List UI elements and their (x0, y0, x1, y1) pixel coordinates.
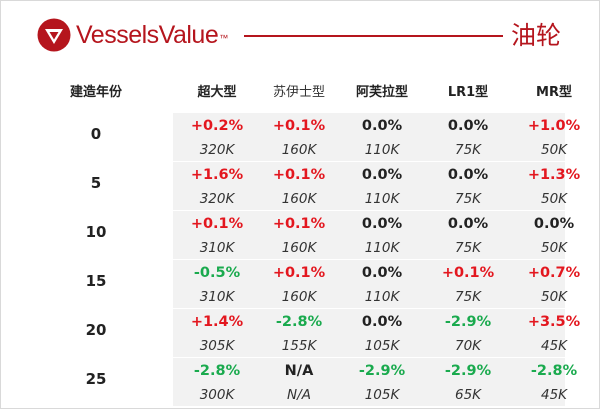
price-change-cell: -2.9% (444, 363, 492, 379)
column-header: 超大型 (197, 85, 237, 100)
value-cell: 310K (199, 240, 235, 256)
price-change-cell: 0.0% (361, 118, 403, 134)
value-cell: 45K (540, 338, 568, 354)
value-cell: 155K (281, 338, 317, 354)
brand-name: VesselsValue™ (76, 18, 228, 52)
value-cell: 75K (454, 289, 482, 305)
price-change-cell: 0.0% (447, 167, 489, 183)
value-cell: 65K (454, 387, 482, 403)
age-column-header: 建造年份 (69, 85, 122, 100)
column-header: 苏伊士型 (272, 85, 325, 100)
price-change-cell: 0.0% (361, 216, 403, 232)
value-cell: 110K (364, 240, 400, 256)
build-year-label: 0 (90, 125, 102, 143)
column-header: 阿芙拉型 (355, 85, 408, 100)
price-change-cell: -2.8% (275, 314, 323, 330)
price-change-cell: +1.0% (527, 118, 581, 134)
price-change-cell: +0.1% (272, 167, 326, 183)
price-change-cell: -2.9% (358, 363, 406, 379)
price-change-cell: +0.1% (272, 265, 326, 281)
row-band (173, 162, 565, 210)
row-band (173, 260, 565, 308)
value-cell: 70K (454, 338, 482, 354)
value-cell: 75K (454, 191, 482, 207)
row-band (173, 211, 565, 259)
price-change-cell: +1.3% (527, 167, 581, 183)
value-cell: N/A (287, 387, 311, 403)
brand-text: VesselsValue (76, 21, 219, 49)
value-cell: 45K (540, 387, 568, 403)
value-cell: 160K (281, 240, 317, 256)
section-title: 油轮 (511, 21, 562, 50)
value-cell: 110K (364, 142, 400, 158)
price-change-cell: +0.1% (441, 265, 495, 281)
price-change-cell: +1.4% (190, 314, 244, 330)
price-change-cell: +3.5% (527, 314, 581, 330)
header-rule (244, 35, 503, 37)
vesselsvalue-logo-icon (37, 18, 71, 52)
row-band (173, 309, 565, 357)
value-cell: 305K (199, 338, 235, 354)
price-change-cell: 0.0% (361, 314, 403, 330)
value-cell: 110K (364, 289, 400, 305)
price-change-cell: +0.1% (272, 118, 326, 134)
value-cell: 75K (454, 142, 482, 158)
value-cell: 300K (199, 387, 235, 403)
value-cell: 50K (540, 240, 568, 256)
row-band (173, 358, 565, 406)
value-cell: 160K (281, 191, 317, 207)
price-change-cell: 0.0% (447, 118, 489, 134)
build-year-label: 20 (85, 321, 107, 339)
price-change-cell: N/A (284, 363, 314, 379)
value-cell: 105K (364, 387, 400, 403)
value-cell: 50K (540, 289, 568, 305)
price-change-cell: 0.0% (361, 265, 403, 281)
price-change-cell: +0.1% (190, 216, 244, 232)
price-change-cell: +1.6% (190, 167, 244, 183)
value-cell: 105K (364, 338, 400, 354)
trademark-mark: ™ (219, 33, 228, 43)
header: VesselsValue™ 油轮 (1, 1, 600, 67)
value-cell: 320K (199, 142, 235, 158)
price-change-cell: 0.0% (447, 216, 489, 232)
value-cell: 50K (540, 191, 568, 207)
column-header: LR1型 (447, 85, 489, 100)
value-cell: 320K (199, 191, 235, 207)
build-year-label: 10 (85, 223, 107, 241)
price-change-cell: +0.1% (272, 216, 326, 232)
build-year-label: 5 (90, 174, 102, 192)
build-year-label: 25 (85, 370, 107, 388)
price-change-cell: -0.5% (193, 265, 241, 281)
price-change-cell: -2.8% (530, 363, 578, 379)
value-cell: 160K (281, 289, 317, 305)
value-cell: 75K (454, 240, 482, 256)
value-cell: 160K (281, 142, 317, 158)
price-change-cell: -2.9% (444, 314, 492, 330)
value-cell: 310K (199, 289, 235, 305)
row-band (173, 113, 565, 161)
price-change-cell: +0.7% (527, 265, 581, 281)
value-cell: 50K (540, 142, 568, 158)
column-header: MR型 (536, 85, 572, 100)
price-change-cell: +0.2% (190, 118, 244, 134)
price-change-cell: 0.0% (533, 216, 575, 232)
price-change-cell: -2.8% (193, 363, 241, 379)
build-year-label: 15 (85, 272, 107, 290)
price-change-cell: 0.0% (361, 167, 403, 183)
value-cell: 110K (364, 191, 400, 207)
